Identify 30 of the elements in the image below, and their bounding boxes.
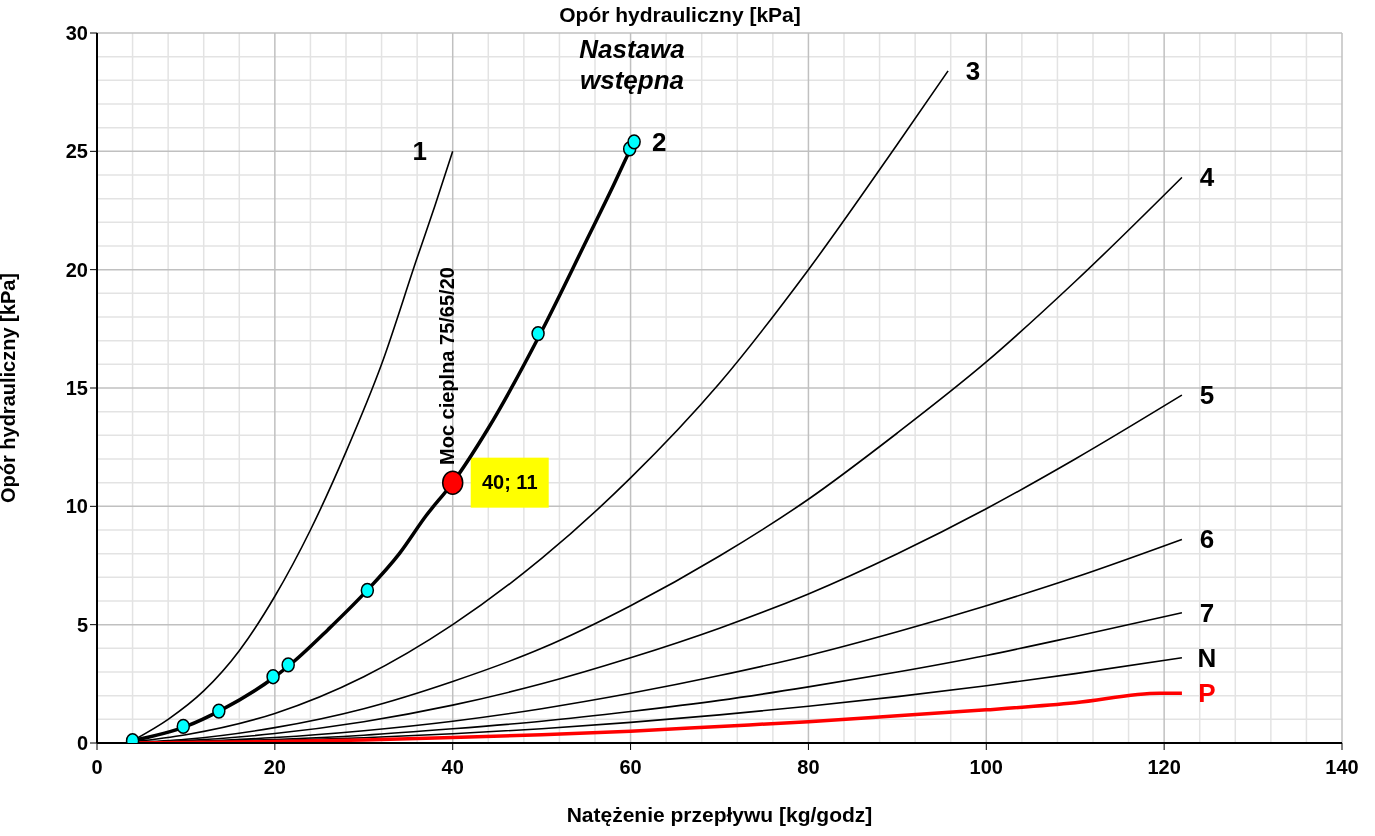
series-label: 6 [1199,524,1215,555]
series-label: 1 [412,136,427,167]
annotation: 40; 11 [481,470,538,493]
series-label: 2 [651,126,667,157]
annotation: Nastawa wstępna [579,34,685,95]
x-axis-title: Natężenie przepływu [kg/godz] [566,803,873,826]
y-tick-label: 0 [76,732,88,755]
x-tick-label: 80 [797,756,820,779]
x-tick-label: 20 [263,756,286,779]
y-tick-label: 15 [65,377,88,400]
y-tick-label: 25 [65,140,88,163]
annotation: Moc cieplna 75/65/20 [436,267,458,465]
x-tick-label: 0 [91,756,103,779]
y-tick-label: 10 [65,495,88,518]
series-label: N [1197,642,1217,673]
chart-title: Opór hydrauliczny [kPa] [559,2,801,26]
x-tick-label: 140 [1325,756,1359,779]
y-axis-title: Opór hydrauliczny [kPa] [0,272,20,504]
x-tick-label: 100 [969,756,1003,779]
y-tick-label: 30 [65,22,88,45]
x-tick-label: 120 [1147,756,1181,779]
y-tick-label: 20 [65,258,88,281]
series-label: 7 [1199,597,1215,628]
x-tick-label: 60 [619,756,642,779]
series-label: 5 [1199,379,1215,410]
series-label: 4 [1199,162,1215,193]
x-tick-label: 40 [441,756,464,779]
y-tick-label: 5 [76,613,88,636]
series-label: P [1198,678,1216,709]
series-label: 3 [965,55,981,86]
